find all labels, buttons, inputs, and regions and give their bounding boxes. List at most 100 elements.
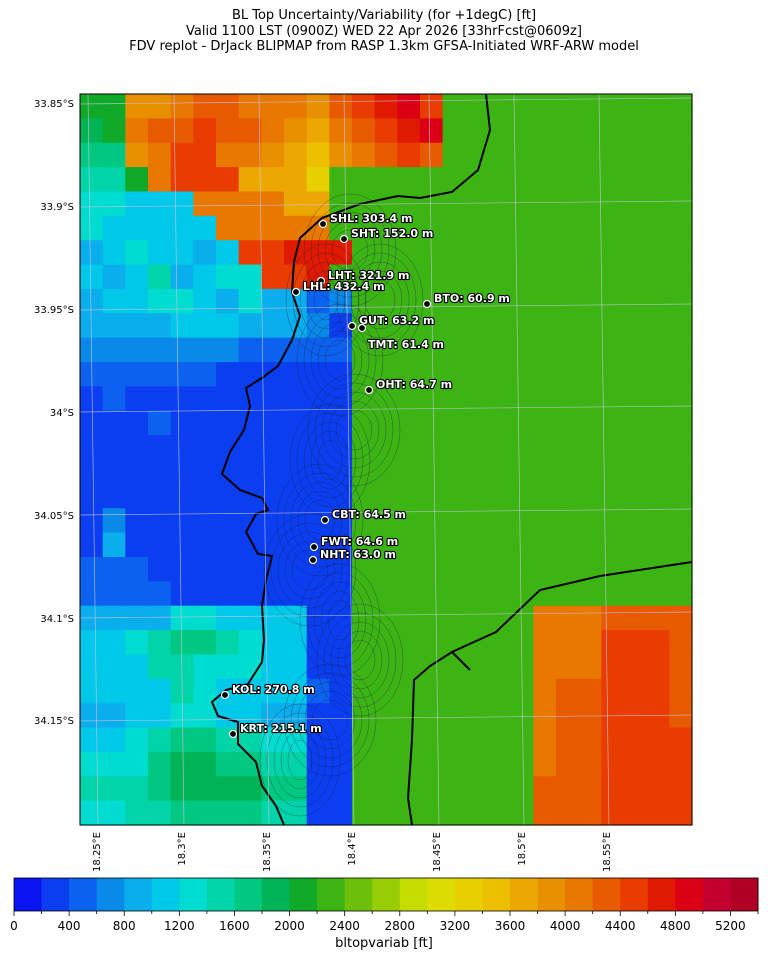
heat-cell	[306, 362, 330, 387]
contour-line	[283, 472, 357, 568]
heat-cell	[510, 483, 534, 509]
heat-cell	[261, 118, 285, 144]
heat-cell	[578, 435, 602, 461]
heat-cell	[125, 508, 149, 534]
heat-cell	[510, 751, 534, 777]
heat-cell	[624, 727, 648, 753]
heat-cell	[420, 459, 444, 485]
heat-cell	[488, 215, 512, 241]
heat-cell	[148, 678, 172, 704]
heat-cell	[216, 751, 240, 777]
heat-cell	[420, 118, 444, 144]
station-label-sht: SHT: 152.0 m	[351, 227, 433, 240]
heat-cell	[125, 386, 149, 412]
heat-cell	[125, 459, 149, 485]
heat-cell	[556, 118, 580, 144]
heat-cell	[238, 581, 262, 607]
contour-line	[303, 193, 397, 307]
heat-cell	[148, 167, 172, 193]
longitude-gridline	[343, 93, 355, 826]
contour-line	[299, 261, 353, 339]
contour-line	[259, 703, 341, 817]
heat-cell	[624, 167, 648, 193]
heat-cell	[193, 288, 217, 314]
heat-cell	[306, 703, 330, 729]
heat-cell	[238, 508, 262, 534]
heat-cell	[329, 118, 353, 144]
heat-cell	[352, 800, 376, 826]
heat-cell	[238, 386, 262, 412]
heat-cell	[352, 630, 376, 656]
heat-cell	[646, 556, 670, 582]
contour-line	[306, 270, 346, 330]
heat-cell	[646, 337, 670, 363]
heat-cell	[284, 410, 308, 436]
heat-cell	[374, 483, 398, 509]
heat-cell	[238, 483, 262, 509]
heat-cell	[102, 605, 126, 631]
heat-cell	[397, 459, 421, 485]
heat-cell	[488, 630, 512, 656]
heat-cell	[329, 630, 353, 656]
heat-cell	[102, 556, 126, 582]
heat-cell	[148, 410, 172, 436]
heat-cell	[102, 483, 126, 509]
contour-line	[283, 663, 377, 777]
heat-cell	[397, 556, 421, 582]
contour-line	[317, 439, 343, 481]
heat-cell	[170, 654, 194, 680]
heat-cell	[374, 727, 398, 753]
heat-cell	[624, 483, 648, 509]
longitude-label: 18.25°E	[92, 832, 103, 872]
heat-cell	[170, 556, 194, 582]
heat-cell	[420, 386, 444, 412]
heat-cell	[669, 240, 693, 266]
heat-cell	[420, 410, 444, 436]
heat-cell	[193, 410, 217, 436]
colorbar-swatch	[262, 878, 291, 911]
heat-cell	[216, 459, 240, 485]
heat-cell	[488, 167, 512, 193]
station-label-kol: KOL: 270.8 m	[232, 683, 315, 696]
station-marker-shl	[318, 219, 328, 229]
heat-cell	[374, 776, 398, 802]
heat-cell	[533, 800, 557, 826]
heat-cell	[238, 776, 262, 802]
heat-cell	[465, 191, 489, 217]
colorbar-swatch	[14, 878, 43, 911]
heat-cell	[420, 483, 444, 509]
heat-cell	[284, 678, 308, 704]
heat-cell	[216, 240, 240, 266]
heat-cell	[170, 800, 194, 826]
heat-cell	[556, 751, 580, 777]
heat-cell	[284, 386, 308, 412]
heat-cell	[261, 337, 285, 363]
heat-cell	[601, 556, 625, 582]
heat-cell	[193, 386, 217, 412]
heat-cell	[601, 313, 625, 339]
heat-cell	[488, 703, 512, 729]
heat-cell	[374, 678, 398, 704]
heat-cell	[624, 556, 648, 582]
heat-cell	[125, 435, 149, 461]
heat-cell	[397, 337, 421, 363]
heatmap-grid	[80, 94, 693, 826]
colorbar-swatch	[317, 878, 346, 911]
heat-cell	[80, 191, 104, 217]
heat-cell	[216, 264, 240, 290]
heat-cell	[578, 167, 602, 193]
station-label-krt: KRT: 215.1 m	[240, 722, 322, 735]
heat-cell	[329, 240, 353, 266]
heat-cell	[465, 556, 489, 582]
heat-cell	[261, 240, 285, 266]
heat-cell	[238, 264, 262, 290]
heat-cell	[374, 215, 398, 241]
heat-cell	[193, 337, 217, 363]
heat-cell	[148, 751, 172, 777]
heat-cell	[442, 94, 466, 119]
heat-cell	[578, 386, 602, 412]
heat-cell	[397, 313, 421, 339]
title-line-1: BL Top Uncertainty/Variability (for +1de…	[231, 8, 537, 23]
heat-cell	[102, 94, 126, 119]
